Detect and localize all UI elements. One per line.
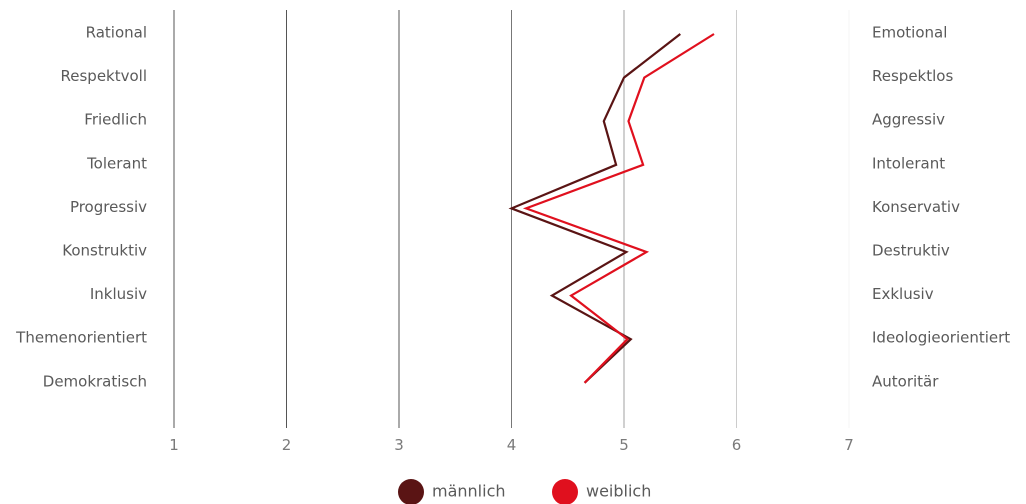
left-label: Respektvoll — [61, 67, 148, 85]
right-label: Respektlos — [872, 67, 953, 85]
legend-swatch — [398, 479, 424, 504]
x-tick-label: 2 — [282, 436, 292, 454]
label-layer: 1 2 3 4 5 6 7 Rational Emotional Respektvoll Respe… — [15, 24, 1010, 455]
left-label: Konstruktiv — [62, 242, 147, 260]
left-label: Rational — [86, 24, 147, 42]
x-tick-label: 7 — [844, 436, 854, 454]
right-label: Destruktiv — [872, 242, 950, 260]
x-tick-label: 6 — [732, 436, 742, 454]
x-tick-label: 3 — [394, 436, 404, 454]
right-label: Exklusiv — [872, 285, 934, 303]
legend-label: weiblich — [586, 482, 651, 501]
left-label: Tolerant — [86, 154, 147, 172]
grid-layer — [173, 10, 850, 429]
left-label: Demokratisch — [43, 372, 147, 390]
series-line-weiblich — [522, 33, 715, 384]
left-label: Friedlich — [84, 111, 147, 129]
right-label: Autoritär — [872, 372, 939, 390]
x-tick-label: 1 — [169, 436, 179, 454]
right-label: Konservativ — [872, 198, 960, 216]
left-label: Inklusiv — [90, 285, 147, 303]
x-tick-label: 5 — [619, 436, 629, 454]
series-layer — [508, 33, 715, 384]
right-label: Aggressiv — [872, 111, 945, 129]
right-label: Intolerant — [872, 154, 945, 172]
right-label: Ideologieorientiert — [872, 329, 1010, 347]
x-tick-label: 4 — [507, 436, 517, 454]
right-label: Emotional — [872, 24, 947, 42]
series-line-maennlich — [508, 33, 681, 384]
legend-label: männlich — [432, 482, 506, 501]
legend-swatch — [552, 479, 578, 504]
left-label: Themenorientiert — [15, 329, 147, 347]
left-label: Progressiv — [70, 198, 147, 216]
legend: männlich weiblich — [398, 479, 651, 504]
